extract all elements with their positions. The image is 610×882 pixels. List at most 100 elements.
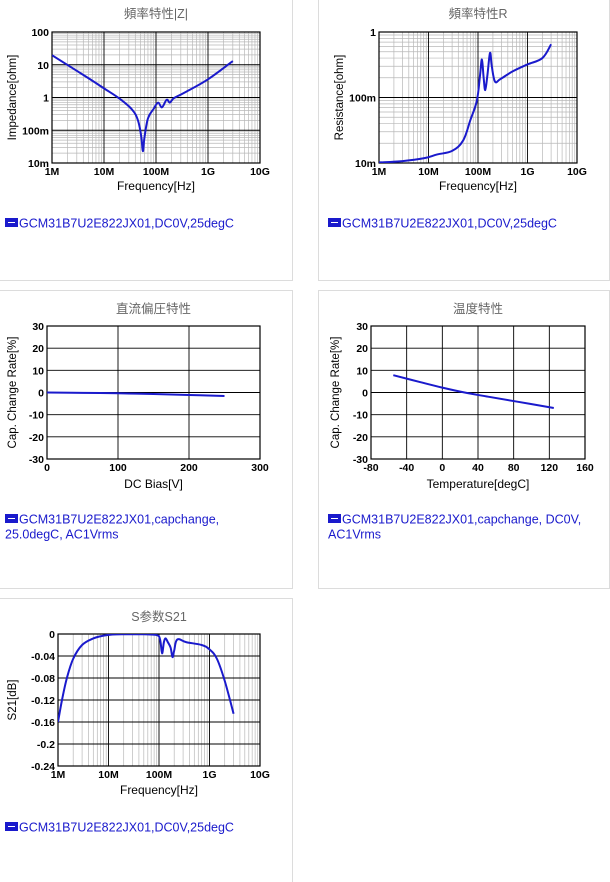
- x-tick-label: 10M: [94, 166, 115, 178]
- chart-title: 温度特性: [453, 301, 503, 316]
- legend-impedance[interactable]: GCM31B7U2E822JX01,DC0V,25degC: [5, 216, 234, 231]
- legend-swatch-icon: [5, 218, 18, 228]
- y-tick-label: -10: [353, 410, 368, 422]
- y-axis-label: S21[dB]: [7, 680, 19, 721]
- plot-frame: [370, 325, 586, 460]
- legend-label: GCM31B7U2E822JX01,DC0V,25degC: [19, 216, 234, 231]
- x-tick-label: 100M: [465, 166, 492, 178]
- x-tick-label: 10G: [567, 166, 587, 178]
- legend-swatch-icon: [328, 218, 341, 228]
- x-tick-label: 120: [541, 462, 559, 474]
- s21-chart-panel: 1M 10M 100M 1G 10G 0 -0.04 -0.08 -0.12 -0.16 -0.2 -…: [0, 598, 293, 882]
- y-tick-label: 1: [43, 93, 49, 105]
- y-tick-label: 10m: [355, 158, 376, 170]
- series-line: [379, 43, 552, 163]
- temperature-chart: -80 -40 0 40 80 120 160 30 20 10 0 -10 -20 -30 温度特性 Tem…: [330, 301, 594, 491]
- x-tick-label: 1G: [201, 166, 215, 178]
- legend-temperature[interactable]: GCM31B7U2E822JX01,capchange, DC0V, AC1Vr…: [328, 512, 598, 541]
- x-tick-label: 100: [109, 462, 127, 474]
- y-tick-label: 10: [32, 365, 44, 377]
- x-tick-label: 0: [44, 462, 50, 474]
- impedance-chart-panel: 1M 10M 100M 1G 10G 100 10 1 100m 10m 頻率特性|Z| Freque…: [0, 0, 293, 281]
- y-tick-label: -20: [353, 432, 368, 444]
- impedance-chart: 1M 10M 100M 1G 10G 100 10 1 100m 10m 頻率特性|Z| Freque…: [7, 6, 270, 193]
- y-tick-label: -0.08: [31, 673, 55, 685]
- x-tick-label: 10G: [250, 166, 270, 178]
- x-tick-label: 10G: [250, 769, 270, 781]
- x-tick-label: 40: [472, 462, 484, 474]
- resistance-chart: 1M 10M 100M 1G 10G 1 100m 10m 頻率特性R Frequency[Hz]…: [334, 6, 587, 193]
- chart-title: 直流偏圧特性: [116, 301, 191, 316]
- x-tick-label: 10M: [98, 769, 119, 781]
- y-tick-label: 30: [32, 321, 44, 333]
- dc-bias-chart-panel: 0 100 200 300 30 20 10 0 -10 -20 -30 直流偏圧特性 DC Bias[…: [0, 290, 293, 589]
- series-line: [47, 391, 225, 398]
- y-tick-label: -0.04: [31, 651, 55, 663]
- legend-swatch-icon: [5, 514, 18, 524]
- y-tick-label: 1: [370, 27, 376, 39]
- x-tick-label: 1G: [520, 166, 534, 178]
- y-tick-label: 100: [31, 27, 49, 39]
- y-axis-label: Cap. Change Rate[%]: [330, 337, 342, 449]
- x-tick-label: 160: [576, 462, 594, 474]
- y-tick-label: -0.2: [37, 739, 55, 751]
- y-tick-label: 10m: [28, 158, 49, 170]
- y-tick-label: -20: [29, 432, 44, 444]
- legend-s21[interactable]: GCM31B7U2E822JX01,DC0V,25degC: [5, 820, 234, 835]
- plot-frame: [57, 633, 261, 767]
- legend-dc-bias[interactable]: GCM31B7U2E822JX01,capchange, 25.0degC, A…: [5, 512, 245, 541]
- x-axis-label: Frequency[Hz]: [117, 179, 195, 193]
- legend-label: GCM31B7U2E822JX01,DC0V,25degC: [342, 216, 557, 231]
- x-axis-label: Frequency[Hz]: [120, 783, 198, 797]
- x-tick-label: 1M: [45, 166, 60, 178]
- y-tick-label: 20: [356, 343, 368, 355]
- x-tick-label: 1M: [372, 166, 387, 178]
- series-line: [52, 54, 234, 153]
- x-tick-label: 1G: [202, 769, 216, 781]
- y-axis-label: Resistance[ohm]: [334, 55, 346, 141]
- y-tick-label: -10: [29, 410, 44, 422]
- y-tick-label: 100m: [349, 93, 376, 105]
- x-axis-label: DC Bias[V]: [124, 477, 183, 491]
- plot-frame: [378, 31, 578, 164]
- chart-title: 頻率特性R: [448, 6, 507, 21]
- x-tick-label: 300: [251, 462, 269, 474]
- y-tick-label: 30: [356, 321, 368, 333]
- resistance-chart-panel: 1M 10M 100M 1G 10G 1 100m 10m 頻率特性R Frequency[Hz]…: [318, 0, 610, 281]
- y-tick-label: 0: [362, 388, 368, 400]
- x-tick-label: 1M: [51, 769, 66, 781]
- y-tick-label: 10: [37, 60, 49, 72]
- y-tick-label: 100m: [22, 125, 49, 137]
- y-tick-label: 20: [32, 343, 44, 355]
- y-tick-label: -0.16: [31, 717, 55, 729]
- x-axis-label: Temperature[degC]: [427, 477, 530, 491]
- series-line: [393, 374, 554, 410]
- x-tick-label: 10M: [418, 166, 439, 178]
- y-axis-label: Impedance[ohm]: [7, 55, 19, 141]
- y-tick-label: -30: [353, 454, 368, 466]
- legend-label: GCM31B7U2E822JX01,capchange, DC0V, AC1Vr…: [328, 512, 582, 542]
- y-tick-label: -0.12: [31, 695, 55, 707]
- chart-title: S参数S21: [131, 609, 187, 624]
- series-line: [58, 634, 235, 723]
- y-tick-label: 0: [49, 629, 55, 641]
- x-axis-label: Frequency[Hz]: [439, 179, 517, 193]
- y-tick-label: 0: [38, 388, 44, 400]
- x-tick-label: 0: [439, 462, 445, 474]
- y-axis-label: Cap. Change Rate[%]: [7, 337, 19, 449]
- x-tick-label: 100M: [143, 166, 170, 178]
- temperature-chart-panel: -80 -40 0 40 80 120 160 30 20 10 0 -10 -20 -30 温度特性 Tem…: [318, 290, 610, 589]
- legend-swatch-icon: [328, 514, 341, 524]
- x-tick-label: 100M: [146, 769, 173, 781]
- legend-label: GCM31B7U2E822JX01,capchange, 25.0degC, A…: [5, 512, 220, 542]
- s21-chart: 1M 10M 100M 1G 10G 0 -0.04 -0.08 -0.12 -0.16 -0.2 -…: [7, 609, 270, 797]
- x-tick-label: 80: [508, 462, 520, 474]
- chart-title: 頻率特性|Z|: [124, 6, 188, 21]
- legend-label: GCM31B7U2E822JX01,DC0V,25degC: [19, 820, 234, 835]
- y-tick-label: -0.24: [31, 761, 55, 773]
- legend-resistance[interactable]: GCM31B7U2E822JX01,DC0V,25degC: [328, 216, 557, 231]
- legend-swatch-icon: [5, 822, 18, 832]
- y-tick-label: 10: [356, 365, 368, 377]
- plot-frame: [51, 31, 261, 164]
